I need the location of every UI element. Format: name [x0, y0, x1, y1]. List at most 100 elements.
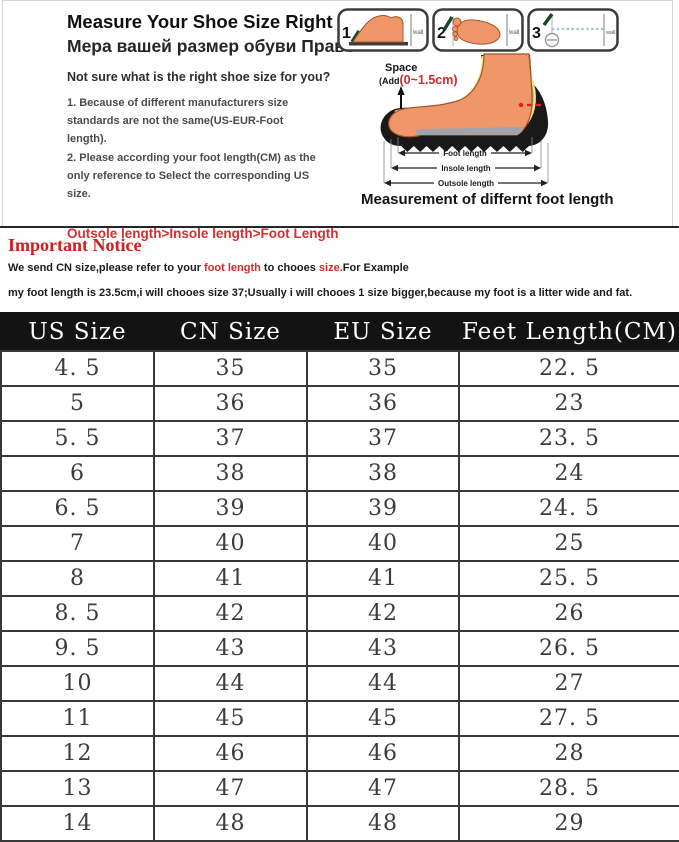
dimension-insole-length: Insole length [391, 164, 541, 173]
table-cell: 36 [153, 385, 308, 422]
heel-mark-dot [518, 102, 524, 108]
table-cell: 46 [153, 735, 308, 772]
space-label: Space [385, 62, 417, 74]
insole-edge [415, 127, 524, 135]
step-number: 3 [532, 25, 541, 42]
table-cell: 35 [153, 350, 308, 387]
table-cell: 43 [306, 630, 460, 667]
table-cell: 5. 5 [0, 420, 155, 457]
big-toe [452, 17, 462, 27]
table-cell: 37 [153, 420, 308, 457]
table-row: 13 47 47 28. 5 [0, 770, 679, 807]
step-3-panel: 3 wall [527, 8, 619, 52]
table-cell: 25. 5 [458, 560, 679, 597]
table-cell: 46 [306, 735, 460, 772]
table-cell: 26. 5 [458, 630, 679, 667]
step-number: 1 [342, 25, 351, 42]
table-row: 8. 5 42 42 26 [0, 595, 679, 632]
space-add-label: (Add(0~1.5cm) [379, 73, 458, 87]
floor-line [349, 42, 408, 46]
step-2-panel: 2 wall [432, 8, 524, 52]
wall-label: wall [412, 30, 423, 36]
important-notice: Important Notice We send CN size,please … [0, 226, 679, 312]
table-cell: 11 [0, 700, 155, 737]
table-cell: 39 [153, 490, 308, 527]
table-row: 7 40 40 25 [0, 525, 679, 562]
table-cell: 44 [153, 665, 308, 702]
table-cell: 27 [458, 665, 679, 702]
table-cell: 6. 5 [0, 490, 155, 527]
table-cell: 23 [458, 385, 679, 422]
table-cell: 4. 5 [0, 350, 155, 387]
table-cell: 47 [306, 770, 460, 807]
table-cell: 24. 5 [458, 490, 679, 527]
space-arrowhead [397, 86, 405, 95]
notice-highlight-size: size. [318, 262, 343, 274]
table-row: 10 44 44 27 [0, 665, 679, 702]
table-cell: 28 [458, 735, 679, 772]
dimension-foot-length: Foot length [398, 149, 532, 158]
notice-line-1: We send CN size,please refer to your foo… [8, 262, 669, 274]
table-cell: 10 [0, 665, 155, 702]
table-cell: 13 [0, 770, 155, 807]
table-cell: 27. 5 [458, 700, 679, 737]
table-cell: 47 [153, 770, 308, 807]
table-cell: 37 [306, 420, 460, 457]
table-cell: 41 [306, 560, 460, 597]
table-cell: 40 [306, 525, 460, 562]
foot-top-icon [456, 19, 501, 45]
notice-highlight-foot-length: foot length [204, 262, 261, 274]
table-cell: 48 [306, 805, 460, 842]
step-1-panel: 1 wall [337, 8, 429, 52]
subtitle-russian: Мера вашей размер обуви Право [67, 36, 356, 56]
foot-side-icon [352, 15, 404, 43]
table-row: 9. 5 43 43 26. 5 [0, 630, 679, 667]
extension-lines [383, 137, 549, 183]
table-row: 6 38 38 24 [0, 455, 679, 492]
table-cell: 26 [458, 595, 679, 632]
column-us-size: US Size [0, 312, 155, 352]
table-row: 14 48 48 29 [0, 805, 679, 842]
measure-illustrations: 1 wall 2 wall [333, 1, 672, 226]
notice-text: to chooes [260, 262, 319, 274]
table-row: 5. 5 37 37 23. 5 [0, 420, 679, 457]
table-cell: 7 [0, 525, 155, 562]
table-cell: 45 [306, 700, 460, 737]
table-cell: 39 [306, 490, 460, 527]
column-feet-length: Feet Length(CM) [458, 312, 679, 352]
instruction-2: 2. Please according your foot length(CM)… [67, 152, 316, 201]
table-cell: 42 [153, 595, 308, 632]
table-row: 8 41 41 25. 5 [0, 560, 679, 597]
table-cell: 42 [306, 595, 460, 632]
notice-line-2: my foot length is 23.5cm,i will chooes s… [8, 287, 633, 299]
foot-length-label: Foot length [443, 149, 487, 158]
table-row: 12 46 46 28 [0, 735, 679, 772]
marker-pen-icon [542, 12, 554, 27]
wall-label: wall [508, 30, 519, 36]
table-row: 11 45 45 27. 5 [0, 700, 679, 737]
notice-text: We send CN size,please refer to your [8, 262, 205, 274]
table-header-row: US Size CN Size EU Size Feet Length(CM) [0, 312, 679, 352]
table-cell: 40 [153, 525, 308, 562]
notice-text: For Example [342, 262, 409, 274]
marker-pen-icon [442, 16, 454, 31]
table-cell: 41 [153, 560, 308, 597]
table-cell: 22. 5 [458, 350, 679, 387]
table-cell: 45 [153, 700, 308, 737]
measure-instructions: Measure Your Shoe Size Right Мера вашей … [3, 1, 356, 241]
table-cell: 8. 5 [0, 595, 155, 632]
column-eu-size: EU Size [306, 312, 460, 352]
table-cell: 43 [153, 630, 308, 667]
toe [453, 36, 459, 41]
instruction-1: 1. Because of different manufacturers si… [67, 97, 289, 145]
table-cell: 24 [458, 455, 679, 492]
page-title: Measure Your Shoe Size Right [67, 11, 333, 32]
table-cell: 35 [306, 350, 460, 387]
table-cell: 25 [458, 525, 679, 562]
table-cell: 44 [306, 665, 460, 702]
insole-length-label: Insole length [441, 164, 490, 173]
diagram-caption: Measurement of differnt foot length [361, 191, 614, 208]
measure-section: Measure Your Shoe Size Right Мера вашей … [2, 0, 673, 241]
outsole-length-label: Outsole length [438, 179, 494, 188]
size-table: US Size CN Size EU Size Feet Length(CM) … [0, 312, 679, 842]
